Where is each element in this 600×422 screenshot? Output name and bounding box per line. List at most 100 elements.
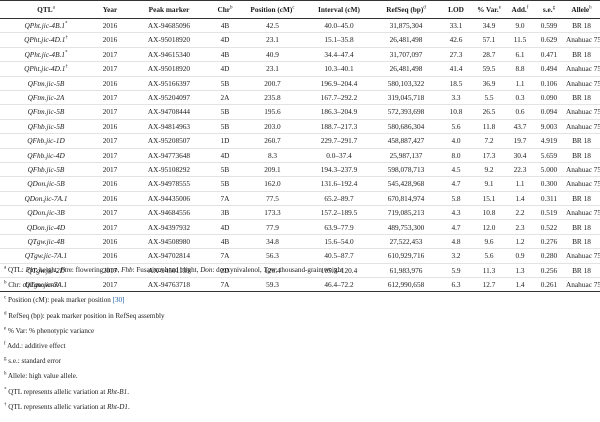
cell-lod: 27.3 — [439, 47, 473, 63]
cell-refseq: 612,990,658 — [373, 277, 439, 293]
cell-var: 10.8 — [473, 205, 505, 221]
cell-chr: 5B — [210, 119, 240, 135]
cell-qtl: QTgw.jic-2D — [0, 263, 92, 279]
cell-chr: 4D — [210, 32, 240, 48]
cell-add: 30.4 — [505, 148, 535, 163]
cell-allele: Anahuac 75 — [563, 277, 600, 293]
cell-lod: 42.6 — [439, 32, 473, 48]
cell-year: 2017 — [92, 47, 128, 63]
cell-qtl: QFhb.jic-5B — [0, 162, 92, 178]
qtl-name: QFtm.jic-2A — [27, 93, 65, 102]
table-row: QTgw.jic-2D 2017 AX-94501139 2D 120.4 105.3–1… — [0, 263, 600, 279]
footnote-h: h Allele: high value allele. — [4, 372, 78, 381]
cell-refseq: 572,393,698 — [373, 104, 439, 120]
cell-year: 2016 — [92, 191, 128, 207]
cell-var: 5.6 — [473, 248, 505, 264]
footnote-f: f Add.: additive effect — [4, 341, 66, 351]
cell-var: 26.5 — [473, 104, 505, 120]
cell-peak-marker: AX-95208507 — [128, 133, 210, 149]
cell-chr: 4B — [210, 47, 240, 63]
cell-allele: Anahuac 75 — [563, 176, 600, 192]
qtl-name: QFtm.jic-5B — [27, 107, 65, 117]
cell-chr: 7A — [210, 191, 240, 207]
cell-position: 23.1 — [240, 61, 305, 77]
cell-year: 2016 — [92, 234, 128, 250]
cell-add: 8.8 — [505, 61, 535, 77]
cell-refseq: 458,887,427 — [373, 133, 439, 149]
cell-var: 59.5 — [473, 61, 505, 77]
cell-add: 1.1 — [505, 176, 535, 192]
cell-add: 6.1 — [505, 47, 535, 63]
cell-chr: 5B — [210, 162, 240, 178]
cell-se: 0.280 — [535, 248, 563, 264]
cell-qtl: QFhb.jic-4D — [0, 148, 92, 163]
qtl-name: QFhb.jic-4D — [27, 150, 65, 160]
cell-qtl: QTgw.jic-7A.1 — [0, 277, 92, 293]
cell-interval: 0.0–37.4 — [305, 148, 373, 163]
cell-interval: 105.3–120.4 — [305, 263, 373, 279]
cell-peak-marker: AX-94702814 — [128, 248, 210, 264]
cell-var: 17.3 — [473, 148, 505, 163]
reference-link[interactable]: [30] — [112, 296, 125, 305]
cell-lod: 41.4 — [439, 61, 473, 77]
cell-add: 11.5 — [505, 32, 535, 48]
footnote-a: a QTL: Pht: height, Ftm: flowering time,… — [4, 265, 344, 274]
cell-interval: 40.0–45.0 — [305, 18, 373, 34]
cell-var: 15.1 — [473, 191, 505, 207]
header-se: s.e.g — [535, 0, 563, 19]
cell-chr: 7A — [210, 248, 240, 264]
cell-lod: 8.0 — [439, 148, 473, 163]
cell-refseq: 670,814,974 — [373, 191, 439, 207]
cell-year: 2017 — [92, 133, 128, 149]
qtl-name: QDon.jic-4D — [26, 222, 66, 232]
cell-year: 2017 — [92, 148, 128, 163]
cell-var: 12.0 — [473, 219, 505, 235]
cell-peak-marker: AX-94508980 — [128, 234, 210, 250]
header-lod: LOD — [439, 0, 473, 19]
cell-position: 77.5 — [240, 191, 305, 207]
cell-refseq: 31,707,097 — [373, 47, 439, 63]
cell-interval: 229.7–291.7 — [305, 133, 373, 149]
cell-year: 2017 — [92, 277, 128, 293]
cell-position: 173.3 — [240, 205, 305, 221]
cell-chr: 4D — [210, 148, 240, 163]
table-body: QPht.jic-4B.1* 2016 AX-94685096 4B 42.5 40.0–… — [0, 18, 600, 293]
cell-add: 1.2 — [505, 234, 535, 250]
cell-qtl: QDon.jic-4D — [0, 219, 92, 235]
table-row: QPht.jic-4B.1* 2016 AX-94685096 4B 42.5 40.0–… — [0, 18, 600, 34]
cell-qtl: QPht.jic-4B.1* — [0, 47, 92, 63]
cell-se: 0.276 — [535, 234, 563, 250]
cell-var: 9.1 — [473, 176, 505, 192]
cell-lod: 4.0 — [439, 133, 473, 149]
cell-position: 120.4 — [240, 263, 305, 279]
qtl-name: QTgw.jic-7A.1 — [24, 280, 68, 290]
cell-peak-marker: AX-94501139 — [128, 263, 210, 279]
table-row: QDon.jic-4D 2017 AX-94397932 4D 77.9 63.9–77.… — [0, 219, 600, 235]
cell-qtl: QTgw.jic-4B — [0, 234, 92, 250]
cell-allele: Anahuac 75 — [563, 205, 600, 221]
qtl-footnote-mark: † — [65, 36, 68, 42]
cell-se: 0.311 — [535, 191, 563, 207]
cell-peak-marker: AX-94814963 — [128, 119, 210, 135]
cell-var: 28.7 — [473, 47, 505, 63]
cell-chr: 5B — [210, 176, 240, 192]
cell-refseq: 719,085,213 — [373, 205, 439, 221]
table-row: QDon.jic-3B 2017 AX-94684556 3B 173.3 157.2–1… — [0, 205, 600, 221]
cell-interval: 34.4–47.4 — [305, 47, 373, 63]
cell-year: 2017 — [92, 162, 128, 178]
cell-allele: Anahuac 75 — [563, 76, 600, 91]
cell-add: 1.3 — [505, 263, 535, 279]
cell-interval: 15.6–54.0 — [305, 234, 373, 250]
cell-refseq: 610,929,716 — [373, 248, 439, 264]
cell-peak-marker: AX-94615340 — [128, 47, 210, 63]
cell-peak-marker: AX-94763718 — [128, 277, 210, 293]
cell-position: 162.0 — [240, 176, 305, 192]
header-refseq: RefSeq (bp)d — [373, 0, 439, 19]
cell-se: 9.003 — [535, 119, 563, 135]
cell-peak-marker: AX-94684556 — [128, 205, 210, 221]
cell-qtl: QFtm.jic-5B — [0, 104, 92, 120]
cell-allele: BR 18 — [563, 148, 600, 163]
cell-refseq: 319,045,718 — [373, 90, 439, 106]
cell-peak-marker: AX-94773648 — [128, 148, 210, 163]
header-chr: Chrb — [210, 0, 240, 19]
